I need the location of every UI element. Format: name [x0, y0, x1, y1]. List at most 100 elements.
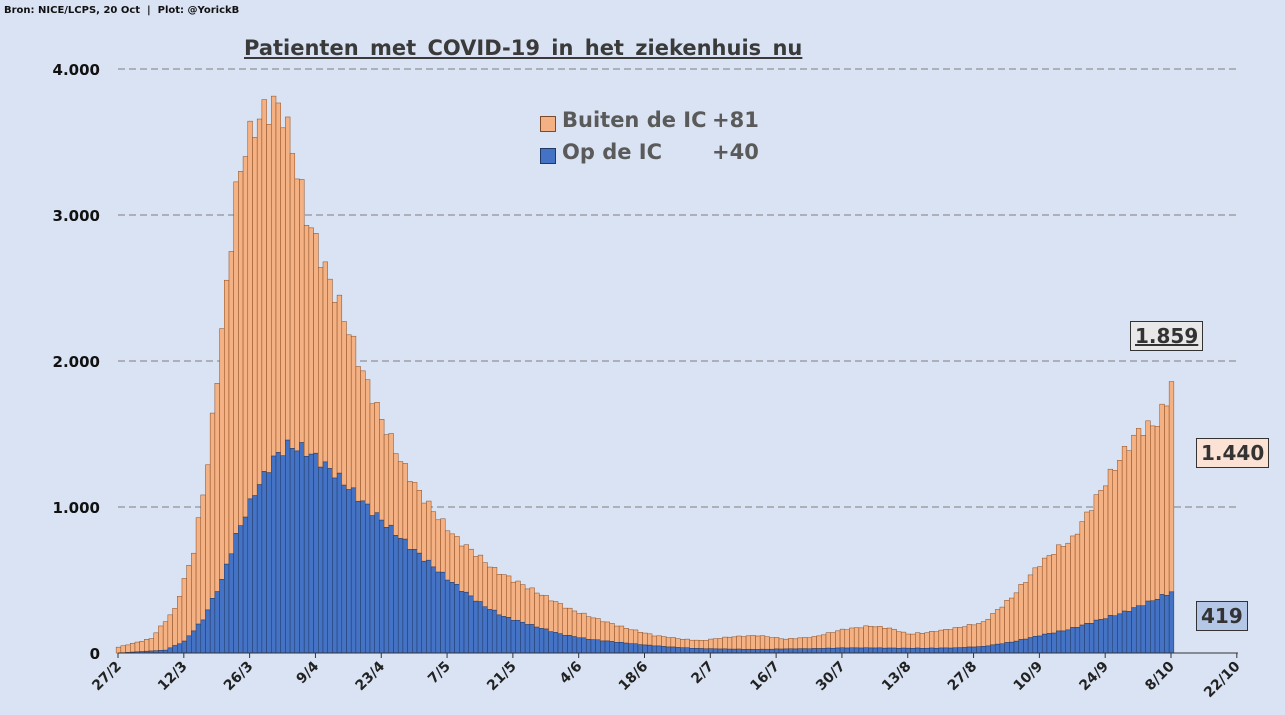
bar-buiten-ic	[191, 552, 197, 632]
bar-op-ic	[868, 647, 874, 654]
bar-buiten-ic	[200, 494, 206, 621]
bar-buiten-ic	[947, 629, 954, 649]
bar-op-ic	[397, 538, 404, 654]
legend-delta-op: +40	[712, 140, 759, 164]
bar-op-ic	[285, 439, 291, 654]
bar-buiten-ic	[590, 617, 596, 640]
bar-op-ic	[1150, 600, 1156, 654]
bar-buiten-ic	[877, 626, 883, 649]
bar-buiten-ic	[1004, 599, 1010, 643]
bar-buiten-ic	[520, 584, 526, 623]
bar-op-ic	[308, 453, 314, 654]
bar-op-ic	[684, 647, 690, 654]
bar-op-ic	[393, 535, 399, 654]
bar-op-ic	[806, 648, 813, 654]
x-tick-label: 18/6	[616, 659, 652, 695]
legend-swatch-buiten	[540, 116, 556, 132]
bar-buiten-ic	[1107, 468, 1113, 616]
bar-op-ic	[468, 595, 474, 654]
bar-buiten-ic	[750, 635, 756, 650]
bar-buiten-ic	[647, 633, 653, 646]
bar-buiten-ic	[440, 518, 446, 573]
bar-op-ic	[1032, 635, 1038, 654]
bar-buiten-ic	[910, 633, 916, 649]
bar-buiten-ic	[792, 638, 799, 650]
bar-op-ic	[510, 620, 516, 654]
bar-buiten-ic	[863, 625, 869, 648]
x-tick-label: 4/6	[557, 659, 586, 688]
bar-op-ic	[1168, 591, 1175, 654]
bar-op-ic	[200, 619, 206, 654]
bar-buiten-ic	[233, 181, 239, 534]
bar-buiten-ic	[962, 626, 968, 648]
bar-op-ic	[774, 648, 780, 654]
bar-buiten-ic	[444, 530, 451, 581]
bar-op-ic	[515, 619, 521, 654]
bar-buiten-ic	[891, 628, 897, 649]
bar-op-ic	[675, 647, 681, 654]
bar-op-ic	[233, 533, 239, 654]
bar-op-ic	[966, 646, 972, 654]
bar-op-ic	[252, 495, 258, 654]
bar-op-ic	[849, 647, 855, 654]
bar-op-ic	[1027, 637, 1034, 654]
bar-buiten-ic	[943, 629, 949, 649]
source-credit: Bron: NICE/LCPS, 20 Oct | Plot: @YorickB	[4, 5, 240, 16]
bar-op-ic	[172, 645, 178, 654]
bar-buiten-ic	[322, 261, 328, 463]
bar-buiten-ic	[1060, 546, 1066, 632]
bar-buiten-ic	[238, 171, 244, 526]
bar-op-ic	[825, 647, 831, 654]
bar-buiten-ic	[858, 627, 864, 649]
bar-buiten-ic	[708, 638, 714, 649]
bar-op-ic	[271, 455, 277, 654]
bar-buiten-ic	[130, 642, 136, 653]
bar-buiten-ic	[872, 626, 878, 649]
bar-op-ic	[459, 591, 465, 654]
bar-buiten-ic	[1117, 460, 1123, 615]
bar-buiten-ic	[797, 637, 803, 649]
bar-op-ic	[783, 648, 789, 654]
bar-buiten-ic	[383, 434, 390, 528]
bar-buiten-ic	[538, 594, 545, 629]
bar-op-ic	[1060, 630, 1066, 654]
bar-buiten-ic	[727, 636, 733, 650]
bar-op-ic	[585, 639, 592, 654]
bar-buiten-ic	[350, 335, 357, 489]
bar-op-ic	[632, 643, 639, 654]
bar-buiten-ic	[256, 118, 263, 485]
bar-op-ic	[872, 647, 878, 654]
legend-swatch-op	[540, 148, 556, 164]
bar-buiten-ic	[548, 600, 554, 632]
bar-buiten-ic	[595, 618, 601, 641]
bar-op-ic	[976, 646, 982, 654]
bar-buiten-ic	[1159, 403, 1165, 595]
bar-op-ic	[722, 648, 728, 654]
bar-buiten-ic	[774, 637, 780, 650]
bar-buiten-ic	[642, 632, 648, 646]
bar-buiten-ic	[618, 625, 625, 643]
bar-buiten-ic	[1041, 557, 1048, 635]
bar-op-ic	[1107, 615, 1113, 654]
bar-op-ic	[1009, 641, 1015, 654]
x-tick-label: 30/7	[813, 659, 849, 695]
bar-buiten-ic	[242, 156, 249, 518]
bar-op-ic	[430, 566, 437, 654]
bar-buiten-ic	[764, 636, 770, 650]
bar-buiten-ic	[529, 587, 535, 625]
bar-op-ic	[628, 643, 634, 654]
bar-buiten-ic	[473, 556, 479, 602]
bar-op-ic	[543, 628, 549, 654]
bar-buiten-ic	[430, 511, 437, 568]
x-tick-label: 7/5	[425, 659, 454, 688]
bar-op-ic	[943, 647, 949, 654]
bar-buiten-ic	[247, 120, 253, 500]
bar-op-ic	[209, 598, 216, 654]
bar-op-ic	[985, 645, 991, 654]
bar-op-ic	[802, 648, 808, 654]
bar-buiten-ic	[1164, 405, 1170, 596]
bar-buiten-ic	[214, 383, 220, 592]
bar-buiten-ic	[195, 517, 202, 625]
x-tick-label: 23/4	[352, 658, 388, 694]
bar-op-ic	[374, 512, 380, 654]
